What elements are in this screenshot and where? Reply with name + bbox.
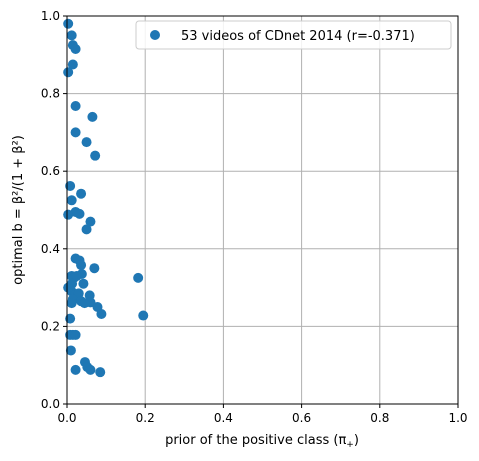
y-tick-label: 0.6 [41,164,60,178]
x-tick-label: 1.0 [448,411,467,425]
x-axis-label-subscript: + [346,440,354,450]
x-tick-label: 0.0 [57,411,76,425]
data-point [74,208,85,219]
data-point [71,270,82,281]
data-point [95,367,106,378]
data-point [76,260,87,271]
data-point [63,67,74,78]
x-tick-label: 0.6 [292,411,311,425]
data-point [81,137,92,148]
data-point [66,30,77,41]
data-point [90,150,101,161]
legend-label: 53 videos of CDnet 2014 (r=-0.371) [181,29,415,44]
data-point [70,329,81,340]
x-tick-label: 0.8 [370,411,389,425]
data-point [65,313,76,324]
data-point [65,180,76,191]
legend-box [135,20,452,50]
y-tick-label: 0.8 [41,87,60,101]
data-point [70,101,81,112]
data-point [85,216,96,227]
plot-area: 0.0 0.2 0.4 0.6 0.8 1.0 0.0 0.2 0.4 0.6 0.8 1.0 [41,9,468,425]
data-point [66,298,77,309]
data-point [138,310,149,321]
y-tick-label: 1.0 [41,9,60,23]
data-point [65,345,76,356]
data-point [63,209,74,220]
y-tick-label: 0.0 [41,397,60,411]
plot-frame [66,15,459,405]
data-point [76,188,87,199]
data-point [67,59,78,70]
x-axis-label-end: ) [354,433,359,448]
x-axis-ticks: 0.0 0.2 0.4 0.6 0.8 1.0 [57,404,468,425]
data-point [70,43,81,54]
data-points [63,18,149,378]
data-point [89,263,100,274]
data-point [66,195,77,206]
legend-marker [150,30,160,40]
data-point [87,111,98,122]
grid-lines [66,15,459,405]
plot-background [67,16,458,404]
legend: 53 videos of CDnet 2014 (r=-0.371) [135,20,452,50]
data-point [78,278,89,289]
data-point [96,308,107,319]
data-point [63,282,74,293]
data-point [85,364,96,375]
x-tick-label: 0.4 [214,411,233,425]
data-point [133,272,144,283]
data-point [79,298,90,309]
data-point [70,127,81,138]
y-axis-ticks: 0.0 0.2 0.4 0.6 0.8 1.0 [41,9,67,411]
x-axis-label: prior of the positive class (π+) [165,433,359,450]
data-point [70,364,81,375]
y-tick-label: 0.2 [41,319,60,333]
data-point [81,224,92,235]
y-axis-label: optimal b = β²/(1 + β²) [11,135,26,285]
x-tick-label: 0.2 [136,411,155,425]
data-point [63,18,74,29]
y-tick-label: 0.4 [41,242,60,256]
